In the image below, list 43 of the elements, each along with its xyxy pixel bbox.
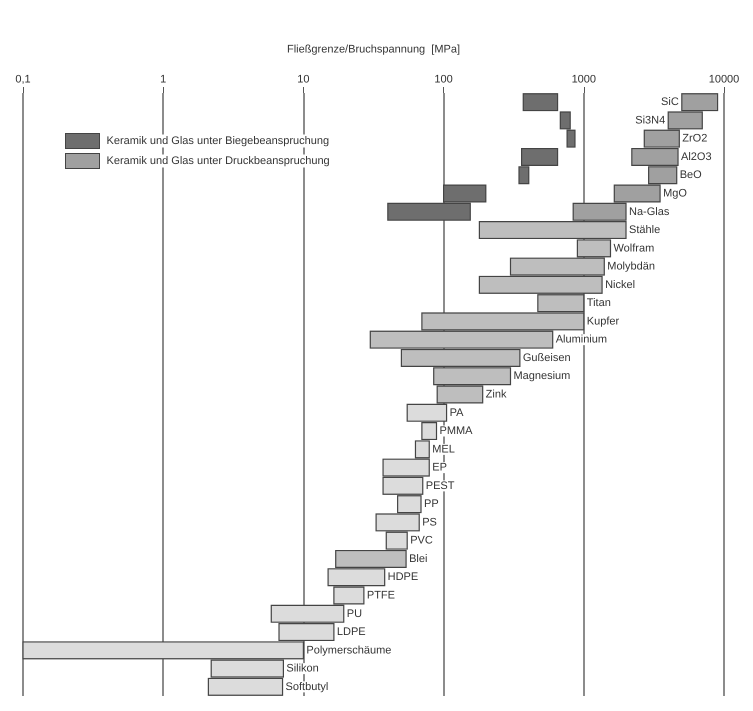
y-tick-label: Titan [586,297,611,310]
y-tick-label: PTFE [366,590,395,602]
y-tick-label: Na-Glas [629,206,670,218]
y-tick-label: Si3N4 [635,114,666,126]
y-tick-label: Al2O3 [681,150,712,163]
x-tick-label: 0,1 [15,74,31,86]
y-tick-label: HDPE [388,571,418,584]
legend-label: Keramik und Glas unter Biegebeanspruchung [106,135,330,147]
y-tick-label: Zink [486,388,507,400]
y-tick-label: Aluminium [556,334,608,346]
y-tick-label: Polymerschäume [306,644,392,656]
y-tick-label: PA [450,406,464,419]
y-tick-label: SiC [661,96,679,108]
y-tick-label: Blei [409,552,428,565]
bar [522,93,558,112]
x-axis-title: Fließgrenze/Bruchspannung [MPa] [286,44,460,56]
y-tick-label: EP [432,462,447,474]
x-tick-label: 10000 [708,74,740,86]
y-tick-label: PVC [410,534,433,547]
y-tick-label: MEL [432,443,455,456]
y-tick-label: Silikon [286,662,319,675]
y-tick-label: PU [346,608,362,620]
y-tick-label: Wolfram [613,242,654,254]
y-tick-label: PEST [426,480,455,492]
legend-label: Keramik und Glas unter Druckbeanspruchung [106,155,330,167]
y-tick-label: BeO [680,169,702,182]
y-tick-label: ZrO2 [682,132,708,145]
x-tick-label: 10 [297,74,310,86]
y-tick-label: MgO [663,188,688,200]
x-tick-label: 100 [434,74,453,86]
y-tick-label: Nickel [605,278,636,291]
x-tick-label: 1000 [572,74,596,86]
y-tick-label: LDPE [336,626,366,638]
y-tick-label: Magnesium [513,370,570,382]
y-tick-label: Gußeisen [522,352,571,364]
x-tick-label: 1 [160,74,166,86]
y-tick-label: PP [424,498,439,510]
y-tick-label: Molybdän [607,260,655,273]
y-tick-label: Stähle [629,224,660,236]
y-tick-label: PS [422,516,437,528]
y-tick-label: Softbutyl [286,680,328,693]
y-tick-label: PMMA [440,425,474,438]
y-tick-label: Kupfer [586,315,620,328]
